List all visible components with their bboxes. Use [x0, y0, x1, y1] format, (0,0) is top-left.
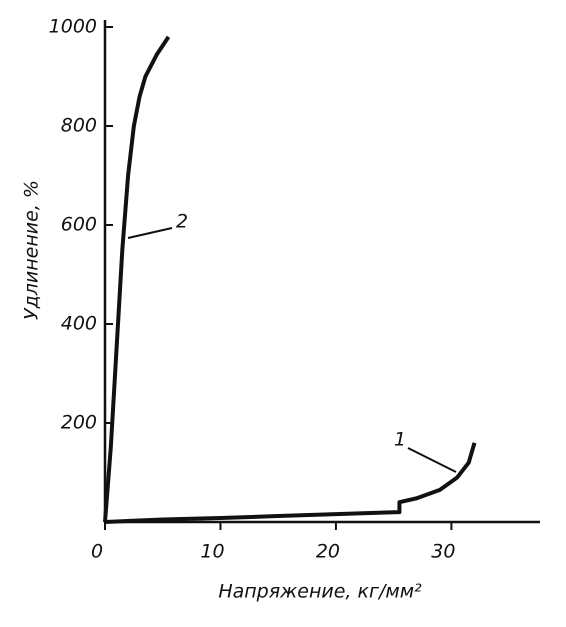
x-axis-label: Напряжение, кг/мм² — [218, 581, 422, 603]
y-tick-label: 400 — [61, 313, 97, 335]
x-tick-label: 0 — [91, 541, 103, 563]
series-label: 2 — [176, 211, 188, 233]
y-axis-label: Удлинение, % — [21, 180, 43, 320]
y-tick-label: 600 — [61, 214, 97, 236]
data-line — [104, 442, 477, 524]
series-label: 1 — [394, 429, 406, 451]
y-tick-label: 800 — [61, 115, 97, 137]
x-tick-label: 30 — [431, 541, 455, 563]
leader-line — [407, 447, 457, 473]
data-line — [103, 35, 171, 523]
x-tick-label: 20 — [316, 541, 340, 563]
y-tick-label: 200 — [61, 412, 97, 434]
y-tick-label: 1000 — [49, 16, 97, 38]
leader-line — [127, 227, 173, 239]
x-tick-label: 10 — [200, 541, 224, 563]
